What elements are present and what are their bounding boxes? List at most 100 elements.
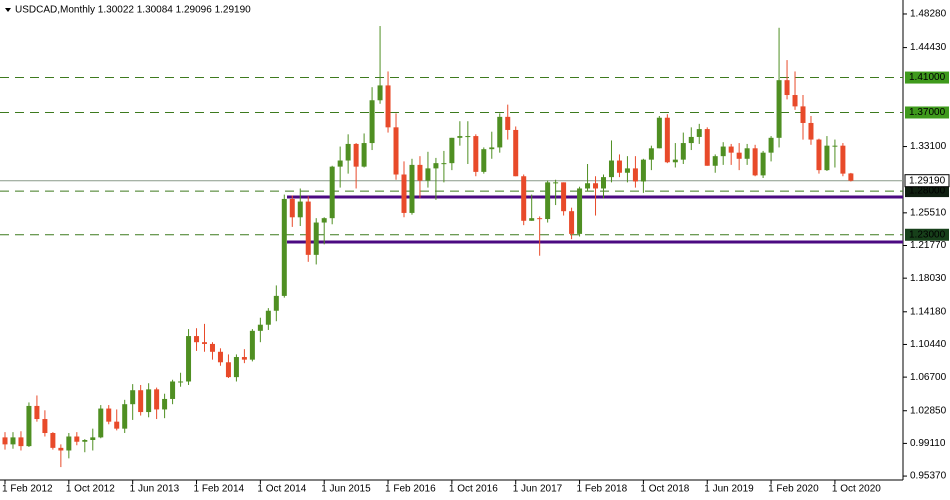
candle-body [377,85,383,101]
candle-body [577,188,583,234]
candle-body [409,164,415,213]
candle-body [521,176,527,221]
candle-body [18,437,24,447]
candle-body [593,183,599,189]
candle-body [82,440,88,442]
candle-body [273,295,279,311]
candle-body [497,116,503,148]
candle-body [688,136,694,144]
candle-body [122,404,128,429]
candle-body [170,381,176,399]
candle-body [505,116,511,130]
candle-body [680,143,686,160]
candle-body [648,148,654,160]
level-box [905,228,949,241]
candle-body [449,137,455,164]
y-tick-label: 1.18030 [910,273,947,284]
x-tick-label: 1 Feb 2018 [577,484,628,495]
candle-body [632,168,638,182]
candle-body [138,390,144,413]
x-tick-label: 1 Feb 2016 [385,484,436,495]
candle-body [489,147,495,150]
candle-body [10,437,16,445]
candle-body [664,117,670,163]
candle-body [42,419,48,434]
candle-body [146,389,152,413]
y-tick-label: 1.44430 [910,42,947,53]
candle-body [98,408,104,438]
candle-body [265,310,271,325]
y-tick-label: 1.10440 [910,339,947,350]
candle-body [656,117,662,149]
candle-body [744,148,750,159]
x-tick-label: 1 Oct 2020 [832,484,881,495]
candle-body [608,160,614,178]
candle-body [752,148,758,176]
level-label: 1.23000 [909,229,946,240]
chart-title: USDCAD,Monthly 1.30022 1.30084 1.29096 1… [15,5,251,16]
candle-body [824,145,830,171]
last-price-label: 1.29190 [909,175,946,186]
candle-body [114,421,120,429]
x-tick-label: 1 Jun 2013 [130,484,180,495]
candle-body [553,182,559,184]
candle-body [289,198,295,218]
x-tick-label: 1 Jun 2015 [321,484,371,495]
candle-body [513,129,519,177]
candle-body [106,408,112,422]
candle-body [281,198,287,296]
x-tick-label: 1 Oct 2018 [640,484,689,495]
candle-body [361,143,367,167]
candle-body [768,137,774,153]
candle-body [808,122,814,140]
candle-body [545,182,551,220]
candle-body [776,80,782,138]
x-tick-label: 1 Feb 2020 [768,484,819,495]
candle-body [209,343,215,352]
candle-body [297,201,303,218]
candle-body [561,182,567,212]
candle-body [50,433,56,448]
candle-body [241,357,247,360]
candle-body [640,159,646,182]
candle-body [154,389,160,410]
candle-body [417,164,423,181]
candle-body [313,222,319,255]
x-tick-label: 1 Jun 2019 [704,484,754,495]
candle-body [34,405,40,420]
y-tick-label: 1.48280 [910,9,947,20]
candle-body [529,218,535,221]
level-box [905,185,949,198]
candle-body [848,173,854,181]
candle-body [369,100,375,144]
candle-body [601,177,606,189]
y-tick-label: 0.99110 [910,438,946,449]
candle-body [481,149,487,172]
y-tick-label: 1.25510 [910,207,947,218]
candle-body [162,398,168,410]
candle-body [321,218,327,223]
candle-body [329,166,335,219]
candle-body [832,145,838,147]
candle-body [58,447,64,451]
candle-body [784,80,790,96]
candle-body [816,139,822,171]
candle-body [393,127,399,175]
y-tick-label: 1.21770 [910,240,947,251]
candle-body [353,143,359,167]
candle-body [457,136,463,138]
candle-body [792,95,798,107]
x-tick-label: 1 Feb 2012 [2,484,53,495]
candle-body [537,218,543,220]
x-tick-label: 1 Oct 2012 [66,484,115,495]
candle-body [130,390,136,405]
x-tick-label: 1 Oct 2016 [449,484,498,495]
candle-body [624,168,630,173]
candle-body [178,381,184,383]
candle-body [569,211,575,234]
candle-body [433,163,439,169]
candle-body [473,136,479,172]
x-tick-label: 1 Feb 2014 [194,484,245,495]
